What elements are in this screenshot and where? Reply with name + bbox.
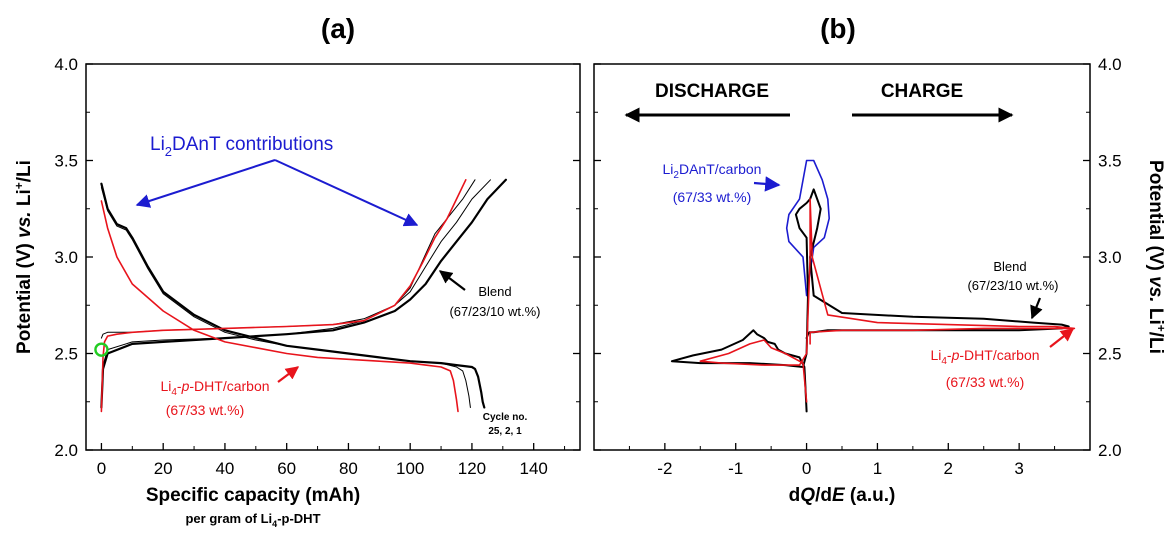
start-point-marker [94,342,109,357]
x-tick-label: 60 [277,459,296,478]
x-tick-label: 3 [1014,459,1023,478]
lidht-arrow-b [1049,328,1075,348]
contributions-label: Li2DAnT contributions [150,134,333,159]
x-tick-label: -1 [728,459,743,478]
contrib-arrow-left [135,159,276,208]
blend-arrow-b [1030,297,1043,320]
panel-b-frame [593,63,1091,451]
series-line-li4-p-dht-carbon [100,200,459,413]
x-tick-label: 120 [458,459,486,478]
y-tick-label: 3.0 [54,248,78,267]
y-tick-label: 4.0 [1098,55,1122,74]
blend-label-b: Blend [993,259,1026,274]
series-line-blend [100,187,471,408]
lidht-arrow-a [277,366,300,383]
y-tick-label: 3.5 [1098,152,1122,171]
lidht-label-b: Li4-p-DHT/carbon [930,347,1039,367]
blend-comp-a: (67/23/10 wt.%) [449,304,540,319]
series-line-li4-p-dht-carbon [100,179,467,413]
cycle-values: 25, 2, 1 [488,426,522,437]
discharge-label: DISCHARGE [655,81,769,102]
panel-a-ylabel: Potential (V) vs. Li+/Li [12,160,35,354]
dant-comp-b: (67/33 wt.%) [673,189,752,205]
dant-label-b: Li2DAnT/carbon [663,161,762,181]
y-tick-label: 4.0 [54,55,78,74]
panel-a-ticks: 0 20 40 60 80 100 120 140 2.0 2.5 3.0 3.5 4.0 [54,55,580,478]
panel-b-ylabel: Potential (V) vs. Li+/Li [1145,160,1167,354]
x-tick-label: 2 [944,459,953,478]
x-tick-label: 100 [396,459,424,478]
panel-b-label: (b) [820,13,856,44]
series-line-li2dant-carbon [785,159,831,297]
panel-b-xlabel: dQ/dE (a.u.) [789,485,896,506]
x-tick-label: 1 [873,459,882,478]
lidht-comp-a: (67/33 wt.%) [166,402,245,418]
series-line-blend [100,178,507,409]
blend-comp-b: (67/23/10 wt.%) [967,278,1058,293]
charge-label: CHARGE [881,81,963,102]
panel-a-series [94,178,507,413]
panel-a-xlabel: Specific capacity (mAh) [146,485,360,506]
x-tick-label: 140 [520,459,548,478]
series-line-li4-p-dht-carbon [699,198,1076,403]
cycle-label: Cycle no. [483,412,528,423]
y-tick-label: 2.0 [1098,441,1122,460]
panel-b-ticks: -2 -1 0 1 2 3 2.0 2.5 3.0 3.5 4.0 [594,55,1122,478]
contrib-arrow-right [274,159,419,227]
y-tick-label: 2.0 [54,441,78,460]
lidht-label-a: Li4-p-DHT/carbon [160,378,269,398]
y-tick-label: 3.5 [54,152,78,171]
series-line-blend [100,179,476,339]
blend-arrow-a [438,270,466,291]
x-tick-label: 40 [215,459,234,478]
dant-arrow-b [753,176,781,192]
panel-a-xlabel-sub: per gram of Li4-p-DHT [185,511,320,529]
x-tick-label: 0 [802,459,811,478]
lidht-comp-b: (67/33 wt.%) [946,374,1025,390]
blend-label-a: Blend [478,284,511,299]
series-line-blend [100,182,486,409]
y-tick-label: 2.5 [54,345,78,364]
x-tick-label: 0 [97,459,106,478]
x-tick-label: 80 [339,459,358,478]
y-tick-label: 2.5 [1098,345,1122,364]
series-line-blend [100,179,491,408]
panel-b-series [670,159,1076,413]
y-tick-label: 3.0 [1098,248,1122,267]
panel-a-label: (a) [321,13,355,44]
x-tick-label: -2 [657,459,672,478]
x-tick-label: 20 [154,459,173,478]
